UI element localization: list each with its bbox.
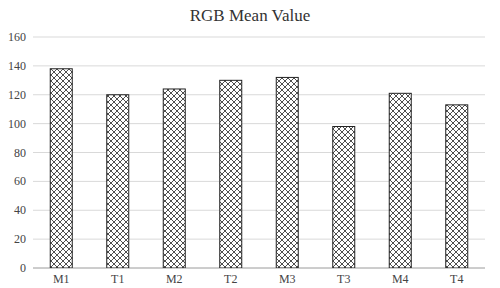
x-tick-label: T3	[337, 272, 350, 286]
y-tick-label: 40	[14, 203, 26, 217]
x-tick-label: T4	[450, 272, 463, 286]
y-tick-label: 20	[14, 232, 26, 246]
bar	[220, 80, 242, 268]
grid-line	[33, 239, 485, 240]
grid-line	[33, 210, 485, 211]
title: RGB Mean Value	[190, 6, 311, 25]
y-tick-label: 100	[8, 117, 26, 131]
bars	[50, 69, 468, 268]
x-tick-label: T1	[111, 272, 124, 286]
bar	[276, 77, 298, 268]
y-tick-label: 120	[8, 88, 26, 102]
x-tick-label: M3	[279, 272, 296, 286]
grid-line	[33, 94, 485, 95]
grid-line	[33, 65, 485, 66]
y-tick-label: 60	[14, 174, 26, 188]
bar	[107, 95, 129, 268]
x-tick-label: M2	[166, 272, 183, 286]
y-tick-label: 160	[8, 30, 26, 44]
bar	[446, 105, 468, 268]
y-tick-label: 0	[20, 261, 26, 275]
grid-line	[33, 268, 485, 269]
x-tick-label: M4	[392, 272, 409, 286]
x-tick-label: T2	[224, 272, 237, 286]
y-tick-label: 80	[14, 146, 26, 160]
bar	[50, 69, 72, 268]
bar	[163, 89, 185, 268]
chart-svg: RGB Mean Value 0 20 40 60 80 100 120 140 160 M1 T1 M…	[0, 0, 500, 288]
grid-line	[33, 152, 485, 153]
bar	[333, 127, 355, 268]
chart-container: RGB Mean Value 0 20 40 60 80 100 120 140 160 M1 T1 M…	[0, 0, 500, 288]
grid-line	[33, 181, 485, 182]
y-tick-label: 140	[8, 59, 26, 73]
x-tick-label: M1	[53, 272, 70, 286]
grid-line	[33, 37, 485, 38]
bar	[389, 93, 411, 268]
grid-line	[33, 123, 485, 124]
